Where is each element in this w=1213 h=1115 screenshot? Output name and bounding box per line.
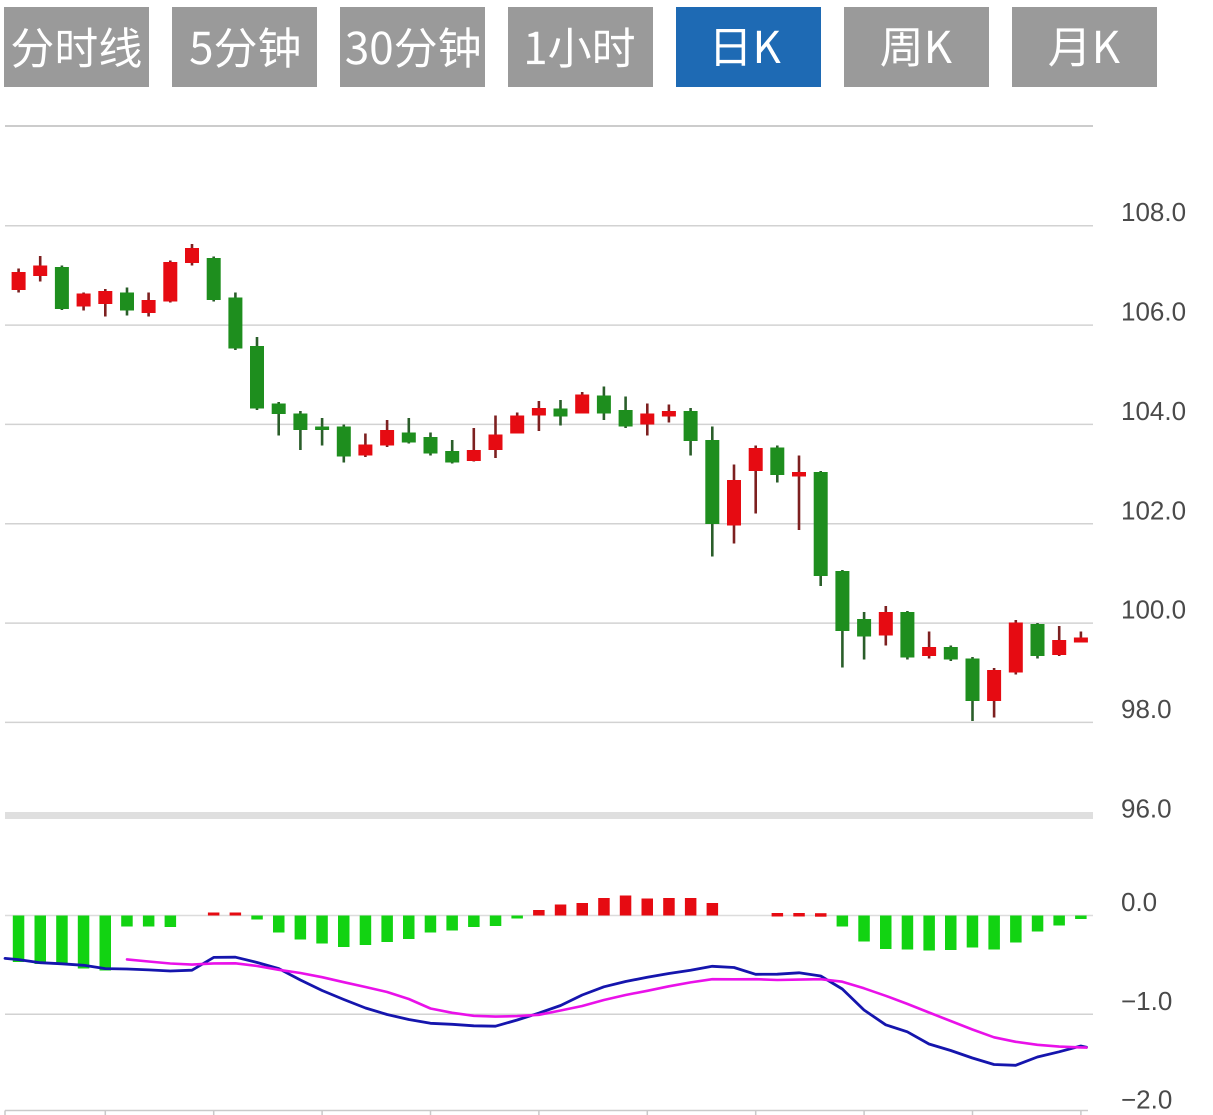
svg-text:102.0: 102.0 xyxy=(1121,495,1186,525)
svg-text:98.0: 98.0 xyxy=(1121,694,1172,724)
svg-text:96.0: 96.0 xyxy=(1121,793,1172,823)
svg-text:100.0: 100.0 xyxy=(1121,595,1186,625)
svg-text:0.0: 0.0 xyxy=(1121,887,1157,917)
svg-text:104.0: 104.0 xyxy=(1121,396,1186,426)
svg-text:106.0: 106.0 xyxy=(1121,297,1186,327)
svg-text:−2.0: −2.0 xyxy=(1121,1085,1172,1115)
svg-text:−1.0: −1.0 xyxy=(1121,986,1172,1016)
svg-text:108.0: 108.0 xyxy=(1121,197,1186,227)
